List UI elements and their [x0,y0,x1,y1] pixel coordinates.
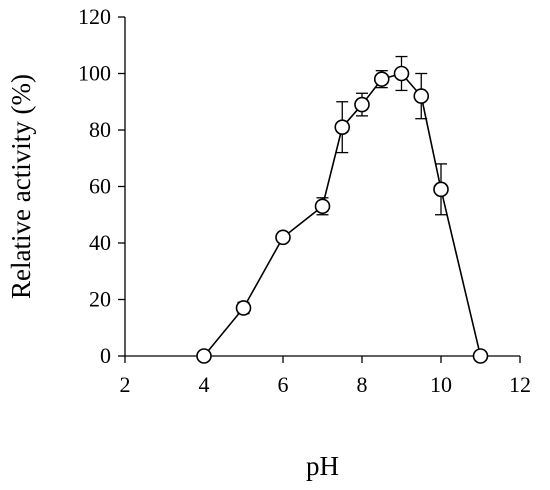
data-point [235,300,252,316]
x-axis-title: pH [306,451,339,481]
y-tick-label: 100 [78,61,111,86]
data-point [433,181,449,198]
x-tick-label: 12 [509,372,531,397]
y-axis-ticks: 0 20 40 60 80 100 120 [78,4,125,368]
data-point [472,348,489,364]
x-tick-label: 8 [357,372,368,397]
data-point [413,88,430,104]
x-tick-label: 2 [120,372,131,397]
data-point [275,229,291,246]
y-tick-label: 0 [100,343,111,368]
x-tick-label: 4 [199,372,210,397]
data-point [314,198,331,215]
y-axis-title: Relative activity (%) [6,74,36,299]
data-markers [196,65,489,364]
data-point [196,348,212,364]
y-tick-label: 120 [78,4,111,29]
y-tick-label: 60 [89,174,111,199]
y-tick-label: 20 [89,287,111,312]
x-axis-ticks: 2 4 6 8 10 12 [120,356,531,397]
x-tick-label: 10 [430,372,452,397]
data-point [393,65,410,82]
data-point [334,119,351,135]
y-tick-label: 40 [89,230,111,255]
y-tick-label: 80 [89,117,111,142]
data-point [373,71,390,87]
data-point [354,96,370,113]
x-tick-label: 6 [278,372,289,397]
